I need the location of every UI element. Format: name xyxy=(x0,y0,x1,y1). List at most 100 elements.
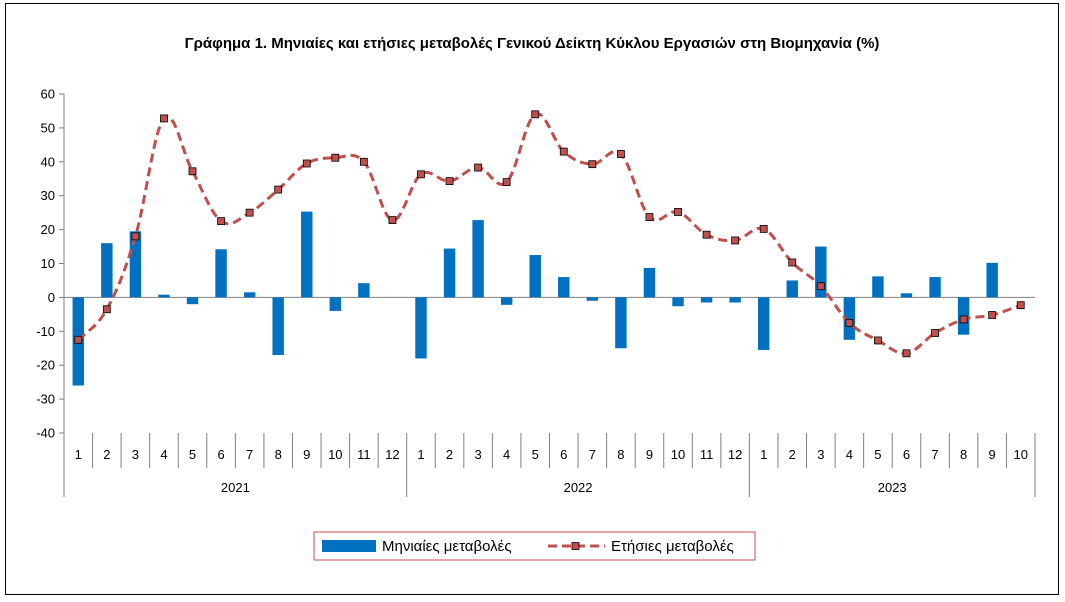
month-label: 7 xyxy=(931,447,938,462)
bar xyxy=(558,277,570,298)
month-label: 6 xyxy=(217,447,224,462)
bar xyxy=(329,297,342,311)
y-tick-label: 50 xyxy=(41,120,55,135)
bar xyxy=(129,231,142,298)
bar xyxy=(186,297,199,305)
month-label: 5 xyxy=(532,447,539,462)
year-label: 2023 xyxy=(878,480,907,495)
line-point xyxy=(559,147,568,156)
line-point xyxy=(702,230,711,239)
line-point xyxy=(74,335,83,344)
month-label: 6 xyxy=(560,447,567,462)
month-label: 1 xyxy=(75,447,82,462)
month-label: 4 xyxy=(160,447,167,462)
y-tick-label: 60 xyxy=(41,87,55,102)
bar xyxy=(729,297,741,303)
bar xyxy=(900,293,913,298)
y-tick-label: 30 xyxy=(41,188,55,203)
chart-title: Γράφημα 1. Μηνιαίες και ετήσιες μεταβολέ… xyxy=(185,35,880,52)
month-label: 4 xyxy=(503,447,510,462)
bar xyxy=(843,297,856,340)
bar xyxy=(929,277,941,298)
month-label: 12 xyxy=(385,447,399,462)
line-point xyxy=(616,150,625,158)
line-point xyxy=(731,236,740,245)
y-tick-label: -40 xyxy=(36,426,55,441)
bar xyxy=(101,243,113,298)
line-point xyxy=(274,185,283,194)
bar xyxy=(443,248,456,298)
x-axis-labels: 1 2 3 4 5 6 7 8 9 10 11 12 1 2 3 4 5 6 7 8 9 10 11 12 1 2 3 4 5 6 7 8 9 1… xyxy=(63,433,1036,497)
month-label: 3 xyxy=(474,447,481,462)
month-label: 10 xyxy=(671,447,685,462)
line-point xyxy=(217,217,225,226)
line-point xyxy=(245,208,254,217)
bar xyxy=(757,297,770,350)
legend-label-annual: Ετήσιες μεταβολές xyxy=(611,538,734,555)
bar xyxy=(215,249,227,298)
month-label: 1 xyxy=(760,447,767,462)
month-label: 7 xyxy=(589,447,596,462)
y-tick-label: 10 xyxy=(41,256,55,271)
y-tick-label: 0 xyxy=(48,290,55,305)
bar xyxy=(415,297,427,359)
month-label: 2 xyxy=(789,447,796,462)
bar xyxy=(472,220,484,298)
line-point xyxy=(759,225,768,233)
line-point xyxy=(102,305,111,314)
line-point xyxy=(788,258,797,267)
bar xyxy=(500,297,513,305)
month-label: 11 xyxy=(700,447,714,462)
line-point xyxy=(959,315,968,324)
line-point xyxy=(988,311,997,319)
month-label: 7 xyxy=(246,447,253,462)
month-label: 12 xyxy=(728,447,742,462)
bar xyxy=(243,292,256,298)
month-label: 11 xyxy=(357,447,371,462)
bar xyxy=(672,297,684,307)
bar xyxy=(786,280,798,298)
line-point xyxy=(445,177,454,186)
y-tick-label: 20 xyxy=(41,222,55,237)
month-label: 5 xyxy=(189,447,196,462)
month-label: 3 xyxy=(817,447,824,462)
month-label: 1 xyxy=(417,447,424,462)
line-point xyxy=(816,282,825,291)
line-point xyxy=(902,349,911,358)
bar xyxy=(301,211,313,298)
month-label: 8 xyxy=(617,447,624,462)
month-label: 9 xyxy=(646,447,653,462)
month-label: 9 xyxy=(989,447,996,462)
month-label: 5 xyxy=(874,447,881,462)
bar xyxy=(529,255,541,298)
month-label: 10 xyxy=(1013,447,1027,462)
legend-bar-swatch xyxy=(322,540,376,552)
month-label: 8 xyxy=(275,447,282,462)
y-tick-label: 40 xyxy=(41,154,55,169)
month-label: 4 xyxy=(846,447,853,462)
bar xyxy=(358,283,370,298)
line-point xyxy=(359,157,368,166)
line-series xyxy=(74,110,1025,358)
month-label: 3 xyxy=(132,447,139,462)
line-point xyxy=(531,110,540,119)
line-point xyxy=(388,216,397,225)
bar xyxy=(615,297,627,349)
month-label: 2 xyxy=(446,447,453,462)
line-point xyxy=(588,160,597,169)
legend-label-monthly: Μηνιαίες μεταβολές xyxy=(382,538,512,555)
line-point xyxy=(1016,301,1025,310)
month-label: 6 xyxy=(903,447,910,462)
line-point xyxy=(845,318,854,327)
line-point xyxy=(502,178,511,187)
y-tick-label: -20 xyxy=(36,358,55,373)
line-point xyxy=(674,208,682,216)
chart-frame xyxy=(5,3,1059,595)
line-point xyxy=(931,329,939,337)
month-label: 2 xyxy=(103,447,110,462)
bar xyxy=(586,297,599,301)
line-point xyxy=(417,170,425,179)
line-point xyxy=(474,163,483,172)
legend: Μηνιαίες μεταβολές Ετήσιες μεταβολές xyxy=(313,531,756,561)
